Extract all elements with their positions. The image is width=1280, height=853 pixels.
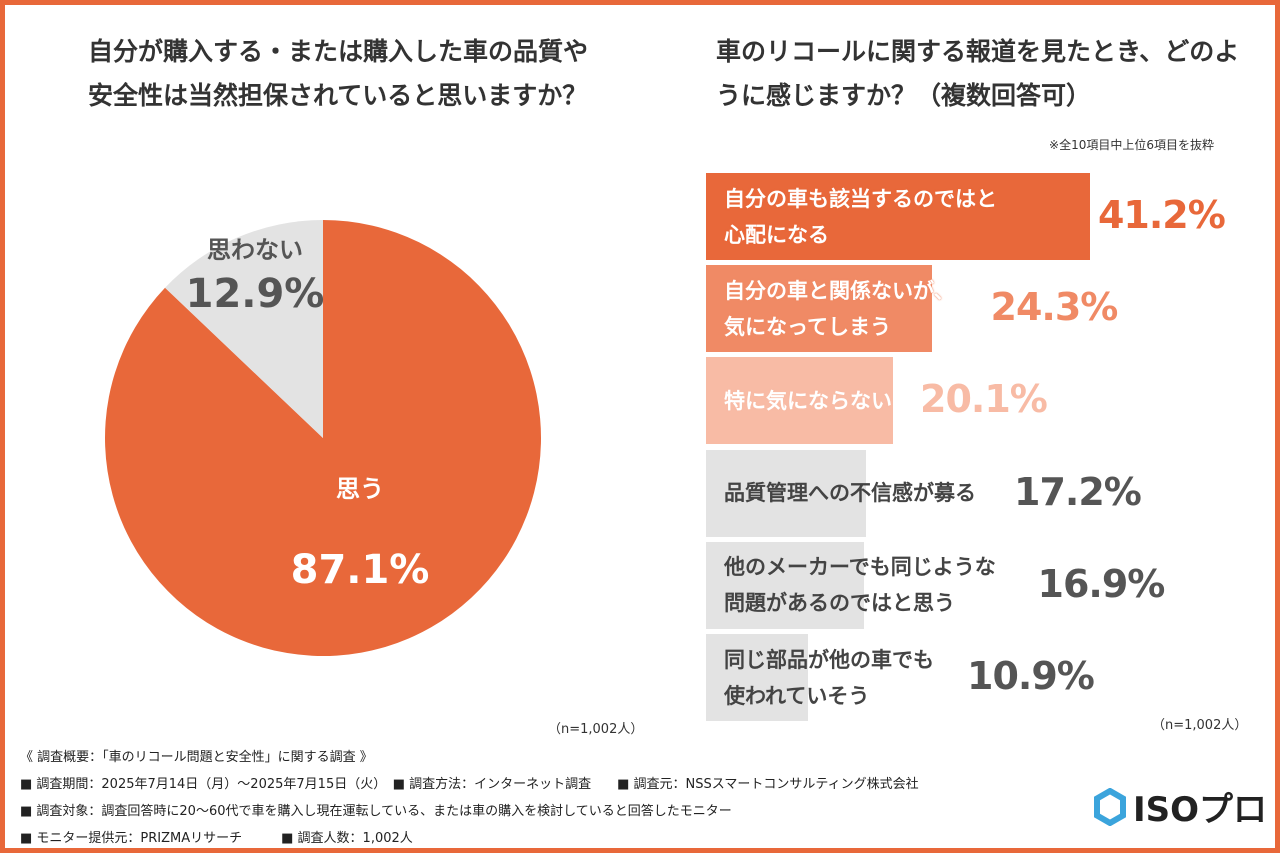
bar [706,449,867,537]
bar [706,634,808,721]
logo-text: ISOプロ [1133,790,1268,830]
bar-category-label: 自分の車と関係ないが、 気になってしまう [724,278,955,339]
pie-slice-disagree [165,220,323,438]
pie-category-label: 思わない [207,236,303,264]
bar-category-label: 特に気にならない [724,388,892,413]
bar-sample-note: （n=1,002人） [1152,718,1248,733]
pie-category-label: 思う [336,475,384,503]
footer-line: ■ モニター提供元：PRIZMAリサーチ ■ 調査人数：1,002人 [20,831,413,846]
bar-category-label: 自分の車も該当するのではと 心配になる [724,186,997,247]
pie-title: 自分が購入する・または購入した車の品質や安全性は当然担保されていると思いますか？ [88,37,589,110]
pie-value-label: 12.9% [186,271,325,317]
pie-value-label: 87.1% [291,547,430,593]
bar [706,357,894,445]
bar-value-label: 17.2% [1014,469,1142,514]
bar-category-label: 同じ部品が他の車でも 使われていそう [724,647,934,708]
bar-category-label: 他のメーカーでも同じような 問題があるのではと思う [724,555,996,616]
bar-subtitle: ※全10項目中上位6項目を抜粋 [1049,138,1214,152]
bar-value-label: 10.9% [967,654,1095,698]
pie-sample-note: （n=1,002人） [548,722,644,737]
pie-chart: 思う 87.1% 思わない 12.9% [105,220,542,656]
logo: ISOプロ [1093,782,1267,831]
footer-line: ■ 調査期間：2025年7月14日（月）～2025年7月15日（火） ■ 調査方… [20,777,919,792]
bar [706,173,1090,260]
pie-slice-agree [105,220,542,656]
bar-value-label: 16.9% [1037,561,1166,606]
bar-title: 車のリコールに関する報道を見たとき、どのように感じますか？（複数回答可） [716,37,1240,110]
bar-value-label: 24.3% [990,285,1119,330]
bar-category-label: 品質管理への不信感が募る [724,481,976,506]
bar [706,265,933,353]
bar-value-label: 20.1% [920,377,1048,422]
bar-value-label: 41.2% [1097,193,1226,237]
footer-line: ■ 調査対象：調査回答時に20～60代で車を購入し現在運転している、または車の購… [20,804,732,819]
footer-line: 《 調査概要：「車のリコール問題と安全性」に関する調査 》 [20,750,373,765]
hexagon-logo-icon [1094,787,1126,826]
bar [706,541,864,629]
